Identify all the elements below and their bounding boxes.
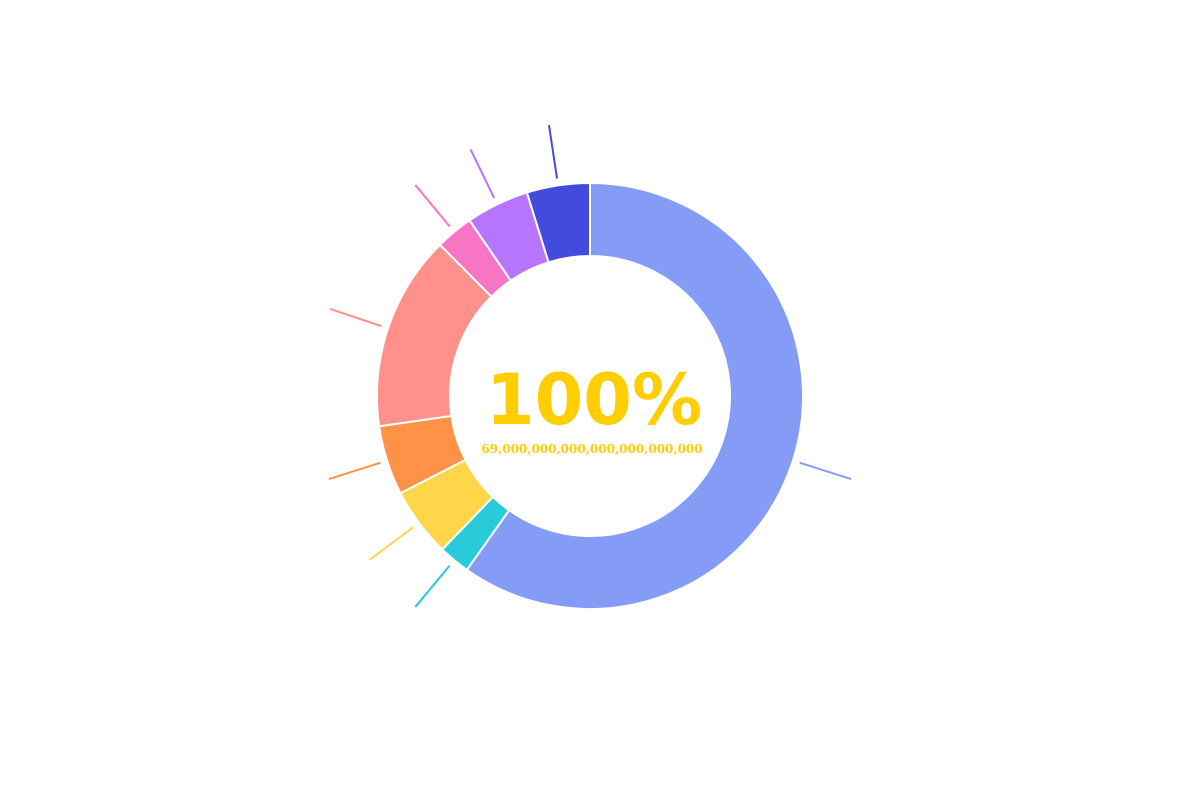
leader-line-7 [469, 148, 496, 199]
leader-line-1 [799, 461, 852, 481]
slices-layer [376, 181, 804, 610]
leader-line-8 [547, 124, 559, 179]
leader-line-3 [369, 526, 414, 561]
leader-line-5 [329, 308, 382, 328]
leader-line-2 [414, 564, 451, 608]
leader-lines-layer [328, 124, 852, 608]
donut-slice-8 [525, 181, 591, 264]
leader-line-6 [414, 184, 451, 228]
leader-line-4 [328, 461, 381, 481]
center-percent-label: 100% [486, 359, 702, 441]
donut-slice-1 [465, 181, 804, 610]
center-total-label: 69,000,000,000,000,000,000,000 [481, 442, 702, 456]
